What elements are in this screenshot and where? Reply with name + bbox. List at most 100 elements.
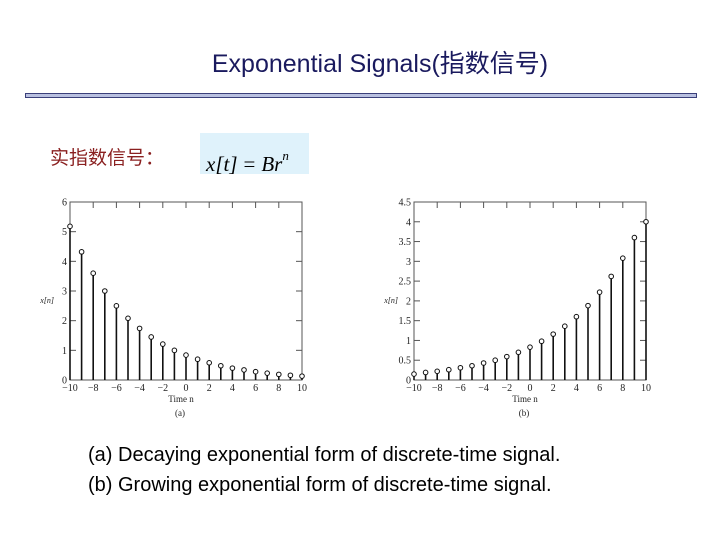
decay-data-point — [252, 368, 259, 375]
grow-data-point — [480, 360, 487, 366]
decay-data-point — [78, 249, 85, 255]
grow-data-point — [457, 364, 464, 371]
decay-x-tick-label: −4 — [134, 383, 145, 394]
grow-data-point — [585, 302, 591, 309]
decay-y-tick-label: 0 — [62, 376, 67, 387]
decay-data-point — [287, 372, 294, 379]
decay-data-point — [125, 315, 131, 322]
grow-data-point — [469, 362, 475, 369]
grow-data-point — [538, 338, 545, 345]
decay-data-point — [67, 223, 73, 230]
growing-stem-plot: −10 −8 −6 −4 −2 0 2 4 6 8 10 0 0.5 1 1.5 2 2.5 3 3.5 4 4.5 Ti… — [383, 198, 651, 419]
decay-data-point — [102, 288, 108, 294]
decay-data-point — [90, 270, 96, 276]
decay-data-point — [171, 347, 178, 354]
grow-x-tick-label: −2 — [501, 383, 512, 394]
grow-y-tick-label: 0 — [406, 376, 411, 387]
decay-data-point — [183, 352, 189, 358]
formula-exponent: n — [282, 148, 289, 163]
grow-data-point — [562, 323, 568, 330]
formula-var: r — [274, 152, 283, 176]
formula-base: B — [261, 152, 275, 176]
grow-data-point — [411, 371, 417, 377]
grow-panel-label: (b) — [519, 408, 530, 418]
grow-data-point — [631, 234, 638, 241]
decay-data-point — [276, 371, 282, 378]
grow-y-tick-label: 2.5 — [399, 277, 412, 288]
decay-data-point — [148, 334, 154, 340]
decay-y-tick-label: 4 — [62, 257, 67, 268]
decay-data-point — [229, 365, 236, 371]
decay-x-tick-label: −10 — [62, 383, 78, 394]
decaying-stem-plot: −10 −8 −6 −4 −2 0 2 4 6 8 10 0 1 2 3 4 5 6 Time n x[n] (a) — [39, 198, 307, 419]
grow-x-axis-label: Time n — [512, 394, 538, 404]
decay-data-point — [241, 367, 247, 373]
grow-y-tick-label: 4.5 — [399, 198, 412, 209]
grow-data-point — [422, 369, 429, 376]
grow-y-tick-label: 4 — [406, 217, 411, 228]
slide-title: Exponential Signals(指数信号) — [211, 50, 549, 78]
decay-y-axis-label: x[n] — [39, 296, 54, 305]
grow-data-point — [504, 353, 510, 360]
grow-x-tick-label: −8 — [432, 383, 443, 394]
decay-data-point — [113, 303, 120, 309]
grow-y-tick-label: 2 — [406, 296, 411, 307]
decay-data-point — [136, 325, 143, 332]
decay-x-tick-label: 4 — [230, 383, 235, 394]
grow-y-tick-label: 1.5 — [399, 316, 412, 327]
formula-equals: = — [243, 152, 256, 176]
decay-data-point — [160, 341, 166, 347]
caption-growing: (b) Growing exponential form of discrete… — [88, 474, 552, 496]
grow-x-tick-label: −6 — [455, 383, 466, 394]
grow-y-tick-label: 3.5 — [399, 237, 412, 248]
decay-y-tick-label: 2 — [62, 316, 67, 327]
formula-lhs: x[t] — [206, 152, 238, 176]
decay-y-tick-label: 1 — [62, 346, 67, 357]
decay-x-tick-label: −8 — [88, 383, 99, 394]
grow-data-point — [550, 331, 557, 337]
grow-data-point — [492, 357, 499, 364]
grow-data-point — [527, 344, 533, 350]
decay-data-point — [218, 362, 224, 369]
formula-box: x[t] = Brn — [200, 133, 309, 176]
grow-y-tick-label: 1 — [406, 336, 411, 347]
decay-y-tick-label: 5 — [62, 227, 67, 238]
grow-data-point — [643, 218, 649, 225]
decay-x-axis-label: Time n — [168, 394, 194, 404]
real-exponential-label: 实指数信号： — [50, 147, 165, 169]
decay-data-point — [299, 373, 305, 379]
grow-x-tick-label: 0 — [528, 383, 533, 394]
decay-x-tick-label: 10 — [297, 383, 307, 394]
decay-x-tick-label: −2 — [157, 383, 168, 394]
grow-x-tick-label: −4 — [478, 383, 489, 394]
decay-x-tick-label: 2 — [207, 383, 212, 394]
decay-y-tick-label: 3 — [62, 287, 67, 298]
decay-data-point — [264, 370, 271, 376]
grow-y-tick-label: 3 — [406, 257, 411, 268]
decay-x-tick-label: −6 — [111, 383, 122, 394]
grow-data-point — [596, 289, 603, 295]
grow-data-point — [620, 255, 626, 261]
grow-data-point — [515, 349, 522, 356]
decay-panel-label: (a) — [175, 408, 185, 418]
decay-data-point — [194, 356, 201, 363]
title-divider — [25, 93, 697, 98]
grow-y-tick-label: 0.5 — [399, 356, 412, 367]
decay-x-tick-label: 8 — [276, 383, 281, 394]
decay-y-tick-label: 6 — [62, 198, 67, 209]
grow-x-tick-label: 4 — [574, 383, 579, 394]
caption-decaying: (a) Decaying exponential form of discret… — [88, 444, 561, 466]
grow-data-point — [608, 273, 615, 280]
decay-x-tick-label: 0 — [184, 383, 189, 394]
grow-x-tick-label: 10 — [641, 383, 651, 394]
grow-y-axis-label: x[n] — [383, 296, 398, 305]
decay-data-point — [206, 359, 212, 366]
decay-x-tick-label: 6 — [253, 383, 258, 394]
grow-x-tick-label: 2 — [551, 383, 556, 394]
grow-data-point — [434, 368, 441, 375]
grow-x-tick-label: 8 — [620, 383, 625, 394]
grow-x-tick-label: 6 — [597, 383, 602, 394]
grow-x-tick-label: −10 — [406, 383, 422, 394]
grow-data-point — [573, 313, 580, 320]
grow-data-point — [446, 366, 452, 373]
